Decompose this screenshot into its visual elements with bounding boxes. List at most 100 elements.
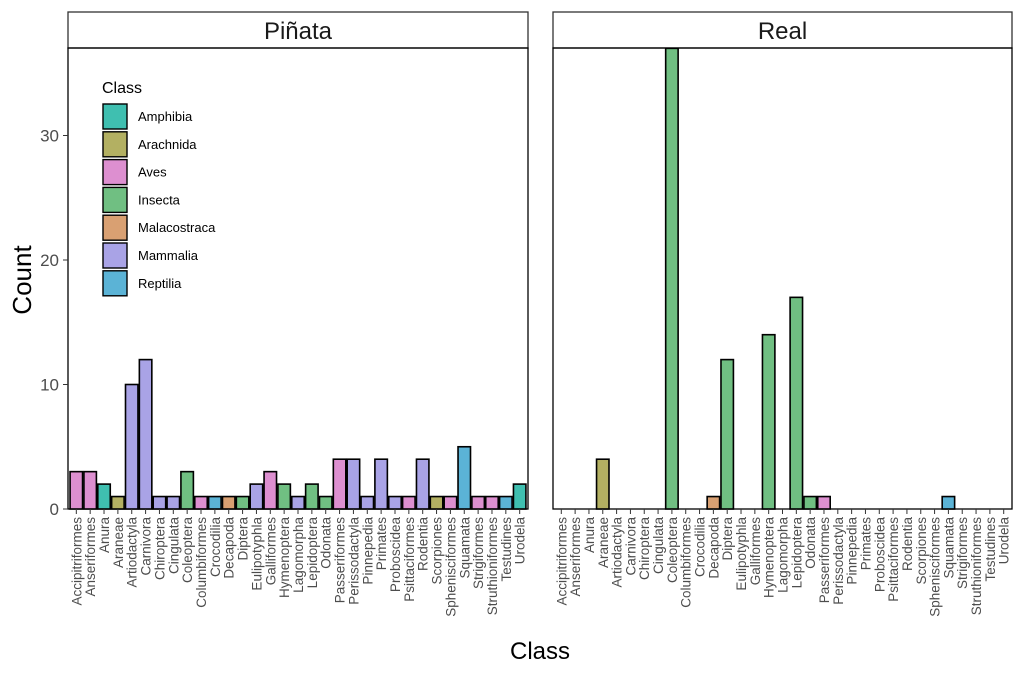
x-tick-label: Accipitriformes [554, 517, 569, 606]
legend-label: Amphibia [138, 109, 193, 124]
x-tick-label: Sphenisciformes [928, 517, 943, 617]
bar-diptera [235, 495, 250, 510]
x-tick-label: Decapoda [706, 517, 721, 579]
legend-label: Mammalia [138, 248, 199, 263]
bar-anura [96, 483, 112, 510]
x-tick-label: Perissodactyla [831, 517, 846, 605]
x-tick-label: Odonata [803, 517, 818, 569]
x-tick-label: Eulipotyphla [734, 517, 749, 591]
legend-item-insecta: Insecta [102, 186, 181, 214]
x-axis-title: Class [510, 638, 570, 665]
x-tick-label: Anura [97, 517, 112, 554]
x-tick-label: Testudines [983, 517, 998, 582]
x-tick-label: Passeriformes [333, 517, 348, 604]
bar-testudines [498, 495, 513, 510]
x-tick-label: Lagomorpha [776, 517, 791, 593]
x-tick-label: Passeriformes [817, 517, 832, 604]
bar-araneae [595, 458, 610, 510]
x-tick-label: Artiodactyla [610, 517, 625, 588]
legend-label: Arachnida [138, 137, 197, 152]
bar-lepidoptera [304, 483, 319, 510]
bar-proboscidea [387, 495, 403, 510]
bar-decapoda [706, 495, 721, 510]
x-tick-label: Araneae [596, 517, 611, 568]
bar-lepidoptera [789, 296, 804, 510]
bar-perissodactyla [346, 458, 361, 510]
bar-anseriformes [83, 470, 98, 510]
x-tick-label: Urodela [997, 517, 1012, 565]
legend-label: Reptilia [138, 276, 182, 291]
bar-artiodactyla [124, 383, 139, 510]
legend: Class Amphibia Arachnida Aves Insecta Malacos… [102, 80, 216, 297]
x-tick-label: Psittaciformes [402, 517, 417, 602]
x-tick-label: Lepidoptera [305, 517, 320, 589]
bar-coleoptera [180, 470, 195, 510]
x-tick-label: Primates [374, 517, 389, 571]
x-tick-label: Diptera [236, 517, 251, 561]
bar-chiroptera [152, 495, 167, 510]
bar-carnivora [138, 358, 153, 510]
bar-columbiformes [193, 495, 209, 510]
x-tick-label: Testudines [499, 517, 514, 582]
bar-eulipotyphla [249, 483, 264, 510]
legend-swatch [102, 214, 128, 241]
x-tick-label: Rodentia [416, 517, 431, 572]
bar-crocodilia [207, 495, 222, 510]
bar-passeriformes [816, 495, 831, 510]
x-tick-label: Squamata [457, 517, 472, 579]
bar-pinnepedia [360, 495, 375, 510]
x-tick-label: Cingulata [166, 517, 181, 575]
x-tick-label: Columbiformes [679, 517, 694, 608]
bar-accipitriformes [69, 470, 84, 510]
x-tick-label: Hymenoptera [762, 517, 777, 599]
x-tick-label: Accipitriformes [69, 517, 84, 606]
x-tick-label: Crocodilia [693, 517, 708, 578]
x-tick-label: Crocodilia [208, 517, 223, 578]
legend-title: Class [102, 80, 142, 97]
facet-strip [552, 11, 1013, 49]
facet-title: Piñata [264, 18, 333, 45]
y-tick-label: 0 [50, 500, 59, 519]
facet-panel-real: Real AccipitriformesAnseriformesAnuraAran… [552, 11, 1013, 617]
x-tick-label: Struthioniformes [485, 517, 500, 616]
x-tick-label: Perissodactyla [346, 517, 361, 605]
legend-item-mammalia: Mammalia [102, 242, 199, 269]
x-tick-label: Carnivora [139, 517, 154, 576]
legend-swatch [102, 103, 128, 130]
x-tick-label: Coleoptera [180, 517, 195, 584]
x-tick-label: Coleoptera [665, 517, 680, 584]
legend-item-amphibia: Amphibia [102, 103, 193, 130]
x-tick-label: Squamata [941, 517, 956, 579]
x-tick-label: Carnivora [623, 517, 638, 576]
bar-passeriformes [332, 458, 347, 510]
x-tick-label: Galliformes [263, 517, 278, 586]
x-tick-label: Lepidoptera [789, 517, 804, 589]
bar-diptera [720, 358, 735, 510]
x-tick-label: Diptera [720, 517, 735, 561]
bar-sphenisciformes [443, 495, 458, 510]
y-tick-label: 30 [40, 127, 59, 146]
x-tick-label: Anseriformes [568, 517, 583, 597]
bar-cingulata [166, 495, 181, 510]
x-tick-label: Anura [582, 517, 597, 554]
legend-item-aves: Aves [102, 158, 167, 186]
x-tick-label: Struthioniformes [969, 517, 984, 616]
x-tick-label: Primates [858, 517, 873, 571]
x-tick-label: Proboscidea [872, 517, 887, 593]
bar-araneae [110, 495, 125, 510]
bar-rodentia [415, 458, 430, 510]
legend-swatch [102, 186, 128, 214]
bar-strigiformes [471, 495, 486, 510]
bar-psittaciformes [401, 495, 416, 510]
x-tick-label: Columbiformes [194, 517, 209, 608]
x-tick-label: Galliformes [748, 517, 763, 586]
legend-item-arachnida: Arachnida [102, 131, 197, 158]
x-tick-label: Chiroptera [637, 517, 652, 581]
legend-label: Malacostraca [138, 220, 216, 235]
panel-border [552, 47, 1013, 510]
x-tick-label: Cingulata [651, 517, 666, 575]
x-tick-label: Odonata [319, 517, 334, 569]
x-tick-label: Anseriformes [83, 517, 98, 597]
bar-struthioniformes [484, 495, 500, 510]
